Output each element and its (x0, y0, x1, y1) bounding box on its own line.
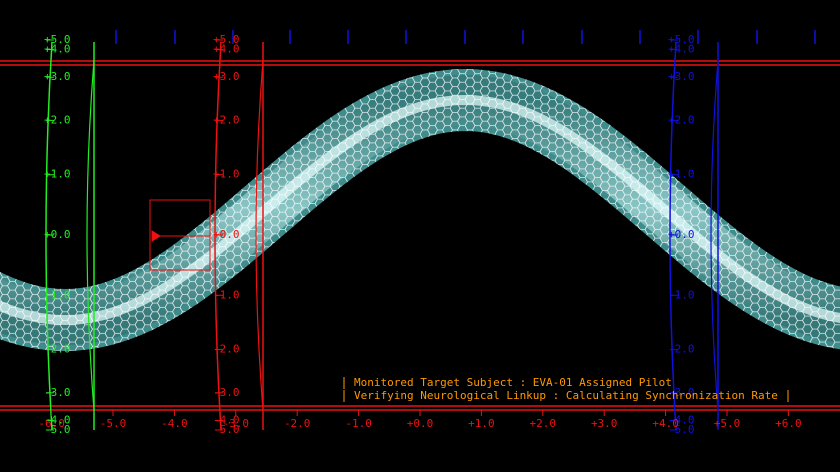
gauge-label: +0.0 (668, 228, 695, 241)
gauge-label: -3.0 (44, 386, 71, 399)
x-label: -1.0 (345, 417, 372, 430)
gauge-label: +0.0 (44, 228, 71, 241)
gauge-label: -2.0 (44, 343, 71, 356)
x-scale: -6.0 -5.0 -4.0 -3.0 -2.0 -1.0 +0.0 +1.0 +2.0 +3.0… (38, 410, 802, 430)
gauge-label: -1.0 (668, 288, 695, 301)
tube (0, 68, 840, 352)
x-label: +1.0 (468, 417, 495, 430)
gauge-label: +2.0 (44, 113, 71, 126)
gauge-label: -5.0 (44, 423, 71, 436)
gauge-label: +1.0 (213, 168, 240, 181)
gauge-label: +4.0 (44, 43, 71, 56)
x-label: +4.0 (652, 417, 679, 430)
x-label: -3.0 (223, 417, 250, 430)
gauge-label: -4.0 (213, 413, 240, 426)
x-label: +5.0 (714, 417, 741, 430)
gauge-label: +0.0 (213, 228, 240, 241)
gauge-label: +1.0 (44, 168, 71, 181)
x-label: -4.0 (161, 417, 188, 430)
gauge-label: +5.0 (668, 33, 695, 46)
gauge-label: +5.0 (213, 33, 240, 46)
status-line: Verifying Neurological Linkup : Calculat… (354, 389, 778, 402)
gauge-label: +4.0 (213, 43, 240, 56)
gauge-label: -4.0 (668, 413, 695, 426)
gauge-edge (255, 59, 264, 411)
status-box: Monitored Target Subject : EVA-01 Assign… (343, 376, 789, 402)
gauge-label: +2.0 (668, 113, 695, 126)
x-label: +0.0 (407, 417, 434, 430)
tube-hex (0, 68, 840, 352)
gauge-label: -5.0 (213, 423, 240, 436)
x-label: +6.0 (775, 417, 802, 430)
gauge-label: -3.0 (213, 386, 240, 399)
gauge-label: -2.0 (213, 343, 240, 356)
status-line: Monitored Target Subject : EVA-01 Assign… (354, 376, 672, 389)
gauge-label: +3.0 (44, 70, 71, 83)
gauge-label: -4.0 (44, 413, 71, 426)
gauge-label: -2.0 (668, 343, 695, 356)
x-label: -2.0 (284, 417, 311, 430)
gauge-label: +3.0 (213, 70, 240, 83)
gauge-label: +1.0 (668, 168, 695, 181)
x-label: -6.0 (38, 417, 65, 430)
gauge-edge (710, 59, 719, 411)
x-label: +2.0 (530, 417, 557, 430)
gauge-label: +3.0 (668, 70, 695, 83)
gauge-edge (86, 59, 95, 411)
gauges: +5.0+4.0+3.0+2.0+1.0+0.0-1.0-2.0-3.0-4.0… (44, 33, 719, 436)
target-box (149, 199, 211, 271)
gauge-label: -1.0 (213, 288, 240, 301)
gauge-label: +2.0 (213, 113, 240, 126)
gauge-label: -5.0 (668, 423, 695, 436)
gauge-label: -1.0 (44, 288, 71, 301)
gauge-label: -3.0 (668, 386, 695, 399)
gauge-label: +4.0 (668, 43, 695, 56)
x-label: -5.0 (100, 417, 127, 430)
gauge-label: +5.0 (44, 33, 71, 46)
x-label: +3.0 (591, 417, 618, 430)
top-ticks (115, 30, 816, 44)
